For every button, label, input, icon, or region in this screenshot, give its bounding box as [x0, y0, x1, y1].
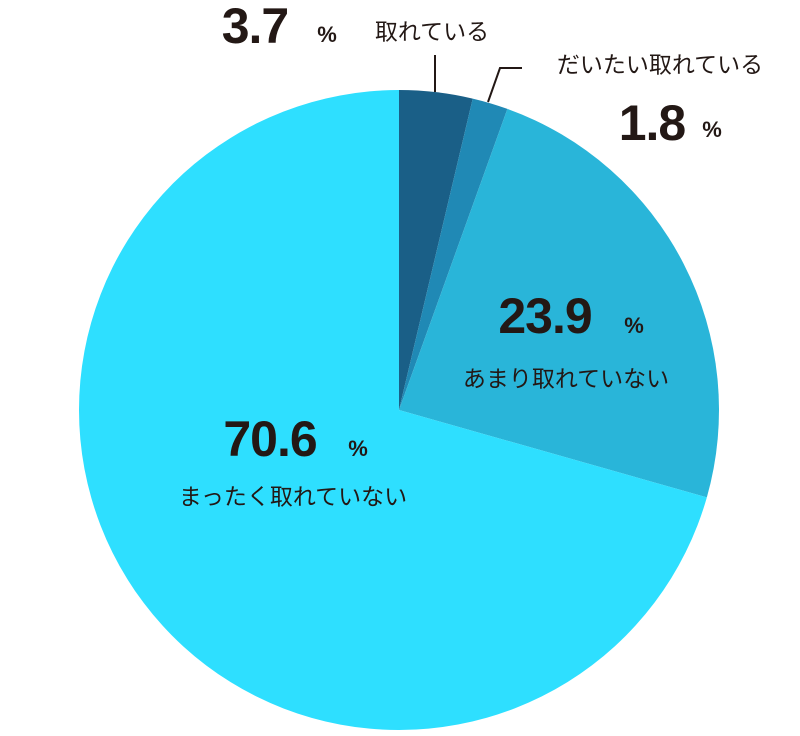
pie-slice — [399, 90, 473, 410]
pie — [79, 90, 719, 730]
value-label: 70.6 — [223, 411, 316, 467]
unit-label: % — [702, 117, 722, 142]
unit-label: % — [624, 313, 644, 338]
value-label: 23.9 — [498, 288, 591, 344]
category-label: だいたい取れている — [557, 53, 763, 79]
category-label: あまり取れていない — [463, 367, 669, 393]
pie-slice — [399, 108, 719, 498]
category-label: 取れている — [375, 20, 489, 46]
unit-label: % — [348, 436, 368, 461]
category-label: まったく取れていない — [179, 485, 407, 511]
value-label: 1.8 — [619, 95, 686, 151]
unit-label: % — [317, 22, 337, 47]
pie-slice — [399, 98, 508, 411]
pie-slice — [79, 90, 707, 730]
leader-line — [487, 67, 522, 103]
value-label: 3.7 — [222, 0, 289, 54]
